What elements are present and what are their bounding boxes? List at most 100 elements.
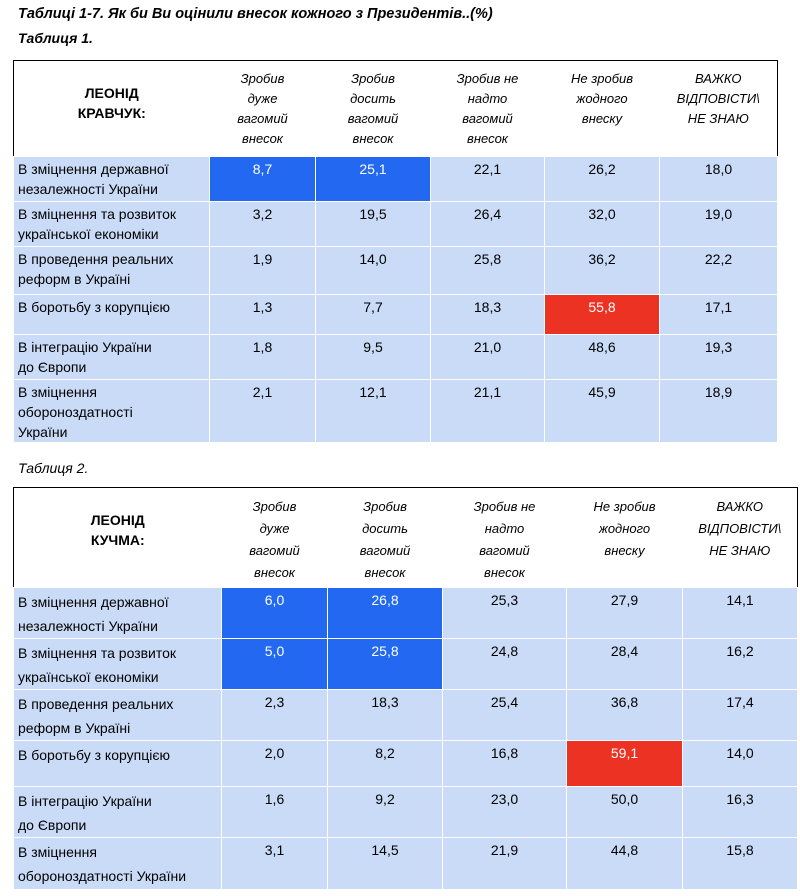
value-cell: 22,1 (430, 156, 545, 202)
row-label-line: незалежності України (18, 181, 158, 197)
row-label-line: обороноздатності (18, 404, 133, 420)
column-header-line: Зробив (252, 499, 297, 514)
value-cell: 14,0 (315, 246, 431, 295)
column-header-line: вагомий (237, 111, 288, 126)
column-header: Зробив дуже вагомий внесок (221, 487, 328, 588)
column-header-line: Зробив не (473, 499, 536, 514)
table-row: В інтеграцію України до Європи 1,8 9,5 21,0 4… (13, 334, 778, 380)
value-cell: 25,4 (442, 689, 567, 741)
value-cell: 16,8 (442, 740, 567, 787)
value-cell: 17,4 (682, 689, 798, 741)
value-cell: 18,3 (327, 689, 443, 741)
column-header-line: жодного (576, 91, 628, 106)
column-header-line: Зробив (363, 499, 407, 514)
value-cell: 12,1 (315, 379, 431, 443)
column-header-line: ВАЖКО (716, 499, 763, 514)
row-label-line: В боротьбу з корупцією (18, 299, 170, 315)
table-row: В зміцнення обороноздатності України 2,1 12,… (13, 379, 778, 443)
value-cell: 48,6 (544, 334, 660, 380)
value-cell: 2,0 (221, 740, 328, 787)
row-label-line: В боротьбу з корупцією (18, 747, 170, 763)
value-cell: 14,1 (682, 587, 798, 639)
row-label: В інтеграцію України до Європи (13, 334, 210, 380)
column-header-line: НЕ ЗНАЮ (687, 111, 749, 126)
row-label-line: реформ в Україні (18, 720, 131, 736)
value-cell: 44,8 (566, 837, 683, 890)
row-label-line: В зміцнення та розвиток (18, 645, 177, 661)
president-name-line: КУЧМА: (90, 532, 145, 548)
column-header-line: внесок (467, 131, 508, 146)
column-header-line: внесок (484, 565, 525, 580)
value-cell: 22,2 (659, 246, 778, 295)
column-header: Зробив не надто вагомий внесок (442, 487, 567, 588)
value-cell: 25,8 (430, 246, 545, 295)
row-label-line: В зміцнення та розвиток (18, 206, 177, 222)
value-cell: 18,3 (430, 294, 545, 335)
value-cell: 3,1 (221, 837, 328, 890)
table-row: В зміцнення та розвиток української еконо… (13, 638, 798, 690)
column-header-line: ВІДПОВІСТИ\ (676, 91, 760, 106)
value-cell: 1,8 (209, 334, 316, 380)
row-label: В інтеграцію України до Європи (13, 786, 222, 838)
row-label: В зміцнення обороноздатності України (13, 379, 210, 443)
table-2-caption: Таблиця 2. (18, 460, 89, 476)
value-cell: 18,9 (659, 379, 778, 443)
value-cell: 2,3 (221, 689, 328, 741)
value-cell: 9,5 (315, 334, 431, 380)
row-label: В проведення реальних реформ в Україні (13, 246, 210, 295)
column-header: Зробив не надто вагомий внесок (430, 60, 545, 157)
header-row: ЛЕОНІД КУЧМА: Зробив дуже вагомий внесок Зроби… (13, 487, 798, 588)
row-label: В зміцнення та розвиток української еконо… (13, 638, 222, 690)
president-name: ЛЕОНІД КУЧМА: (13, 487, 222, 588)
value-cell: 25,8 (327, 638, 443, 690)
value-cell: 1,3 (209, 294, 316, 335)
row-label-line: України (18, 424, 68, 440)
value-cell: 26,8 (327, 587, 443, 639)
column-header-line: Зробив (240, 71, 285, 86)
table-row: В зміцнення та розвиток української еконо… (13, 201, 778, 247)
value-cell: 2,1 (209, 379, 316, 443)
table-row: В проведення реальних реформ в Україні 1,9… (13, 246, 778, 295)
row-label: В зміцнення та розвиток української еконо… (13, 201, 210, 247)
value-cell: 19,5 (315, 201, 431, 247)
value-cell: 18,0 (659, 156, 778, 202)
value-cell: 8,7 (209, 156, 316, 202)
value-cell: 6,0 (221, 587, 328, 639)
column-header-line: ВІДПОВІСТИ\ (698, 521, 782, 536)
value-cell: 26,4 (430, 201, 545, 247)
column-header: Не зробив жодного внеску (566, 487, 683, 588)
column-header: Не зробив жодного внеску (544, 60, 660, 157)
table-row: В боротьбу з корупцією 2,0 8,2 16,8 59,1 14,0 (13, 740, 798, 787)
row-label-line: В проведення реальних (18, 696, 174, 712)
value-cell: 15,8 (682, 837, 798, 890)
row-label-line: В зміцнення державної (18, 594, 169, 610)
column-header-line: вагомий (249, 543, 300, 558)
column-header-line: Не зробив (570, 71, 634, 86)
value-cell: 25,3 (442, 587, 567, 639)
table-row: В зміцнення державної незалежності Україн… (13, 156, 778, 202)
row-label: В проведення реальних реформ в Україні (13, 689, 222, 741)
value-cell: 14,0 (682, 740, 798, 787)
value-cell: 59,1 (566, 740, 683, 787)
column-header-line: дуже (259, 521, 290, 536)
row-label-line: до Європи (18, 817, 87, 833)
value-cell: 28,4 (566, 638, 683, 690)
value-cell: 32,0 (544, 201, 660, 247)
column-header-line: ВАЖКО (695, 71, 742, 86)
value-cell: 19,0 (659, 201, 778, 247)
column-header-line: досить (362, 521, 408, 536)
value-cell: 9,2 (327, 786, 443, 838)
column-header: Зробив дуже вагомий внесок (209, 60, 316, 157)
value-cell: 50,0 (566, 786, 683, 838)
row-label: В боротьбу з корупцією (13, 294, 210, 335)
row-label: В зміцнення державної незалежності Україн… (13, 587, 222, 639)
column-header-line: внеску (604, 543, 645, 558)
column-header: ВАЖКО ВІДПОВІСТИ\ НЕ ЗНАЮ (659, 60, 778, 157)
row-label: В зміцнення обороноздатності України (13, 837, 222, 890)
table-row: В зміцнення обороноздатності України 3,1 14… (13, 837, 798, 890)
row-label-line: В інтеграцію України (18, 793, 152, 809)
row-label-line: до Європи (18, 359, 87, 375)
value-cell: 26,2 (544, 156, 660, 202)
header-row: ЛЕОНІД КРАВЧУК: Зробив дуже вагомий внесок Зро… (13, 60, 778, 157)
column-header-line: дуже (247, 91, 278, 106)
